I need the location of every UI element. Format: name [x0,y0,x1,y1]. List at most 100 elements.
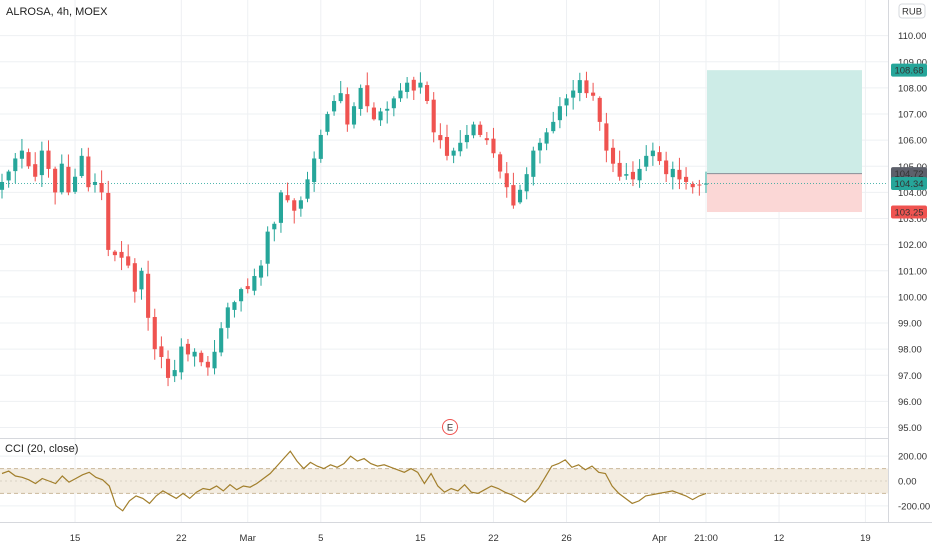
time-tick-label: Mar [240,533,256,544]
candle-body [225,307,230,328]
chart-title: ALROSA, 4h, MOEX [6,6,108,18]
candle-body [564,98,569,106]
price-tick-label: 101.00 [898,266,927,277]
time-tick-label: 22 [176,533,187,544]
candle-body [338,93,343,102]
candle-body [13,158,18,172]
candle-body [630,171,636,180]
candle-body [79,155,84,177]
candle-body [252,276,257,291]
candle-body [464,134,469,143]
candle-body [345,94,350,125]
candle-body [371,107,376,120]
candle-body [106,192,111,250]
candle-body [165,358,171,378]
candle-body [192,351,197,357]
cci-line [1,450,707,512]
candle-body [524,174,529,192]
candle-body [59,163,64,193]
entry-price-label: 104.72 [894,169,923,180]
price-tick-label: 110.00 [898,31,926,42]
indicator-label: CCI (20, close) [5,443,78,455]
candle-body [272,223,277,230]
chart-texts: 110.00109.00108.00107.00106.00105.00104.… [5,3,930,544]
price-tick-label: 103.00 [898,214,927,225]
price-tick-label: 106.00 [898,136,927,147]
candle-body [504,173,509,188]
candle-body [132,263,137,292]
candles [0,71,709,387]
candle-body [39,150,44,176]
candle-body [99,183,104,193]
earnings-marker [442,419,458,435]
candle-body [199,352,204,363]
candle-body [478,124,483,135]
candle-body [112,251,117,256]
profit-zone [707,70,862,174]
target-price-label: 108.68 [894,66,923,77]
candle-body [424,85,430,101]
candle-body [637,168,642,181]
price-tick-label: 109.00 [898,57,927,68]
price-tick-label: 107.00 [898,110,927,121]
candle-body [33,164,38,177]
candle-body [391,98,396,109]
time-tick-label: 15 [70,533,81,544]
axes [0,0,932,523]
candle-body [126,256,131,266]
time-tick-label: 15 [415,533,426,544]
candle-body [617,162,622,177]
candle-body [438,135,443,141]
candle-body [6,171,11,181]
candle-body [119,251,124,258]
candle-body [385,108,390,111]
candle-body [86,156,91,188]
time-tick-label: 22 [488,533,499,544]
candle-body [92,181,98,185]
candle-body [484,138,489,141]
candle-body [179,346,184,373]
candle-body [312,158,317,183]
price-tick-label: 108.00 [898,83,927,94]
candle-body [591,92,596,96]
candle-body [511,185,516,206]
candle-body [557,106,562,121]
candle-body [19,150,24,159]
candle-body [670,168,675,178]
time-tick-label: 12 [774,533,785,544]
price-tick-label: 98.00 [898,345,922,356]
time-tick-label: 21:00 [694,533,718,544]
loss-zone [707,173,862,213]
candle-body [544,132,549,144]
candle-body [285,195,290,201]
candle-body [0,181,5,190]
candle-body [292,200,297,211]
candle-body [351,106,357,125]
candle-body [146,273,151,318]
candle-body [697,184,702,186]
candle-body [239,289,244,302]
position-zones [0,70,888,213]
candle-body [318,134,323,159]
candle-body [26,152,31,167]
candle-body [411,79,416,91]
candle-body [537,142,543,151]
price-tick-label: 104.00 [898,188,927,199]
cci-panel [0,450,888,512]
candle-body [418,82,423,88]
candle-body [72,176,78,192]
candle-body [278,192,284,223]
stop-price-tag [891,205,927,219]
candle-body [232,302,237,310]
candle-body [405,82,410,92]
time-tick-label: Apr [652,533,667,544]
price-tick-label: 100.00 [898,292,927,303]
cci-tick-label: -200.00 [898,501,930,512]
currency-label: RUB [902,7,922,18]
candle-body [624,174,629,176]
candle-body [66,166,71,193]
candle-body [219,328,224,353]
cci-tick-label: 200.00 [898,452,927,463]
